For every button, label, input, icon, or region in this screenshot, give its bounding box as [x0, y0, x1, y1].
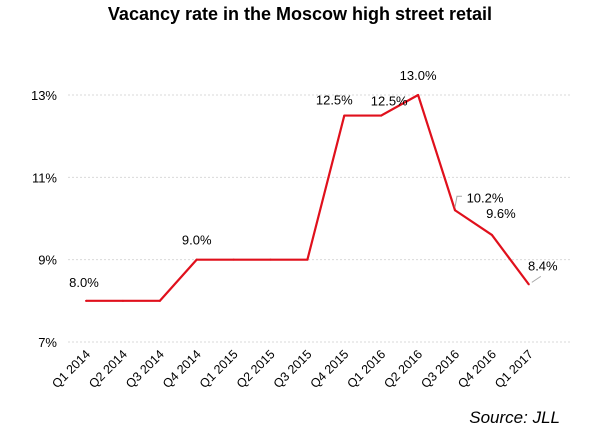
x-tick-label: Q3 2014: [123, 347, 167, 391]
data-point: [195, 258, 198, 261]
data-point: [527, 283, 530, 286]
x-tick-label: Q4 2015: [308, 347, 352, 391]
x-tick-label: Q1 2015: [197, 347, 241, 391]
x-tick-label: Q1 2014: [49, 347, 93, 391]
data-label: 12.5%: [371, 94, 408, 109]
data-label: 10.2%: [467, 190, 504, 205]
y-axis-tick-labels: 7% 9% 11% 13%: [31, 88, 57, 350]
data-point: [232, 258, 235, 261]
y-tick-label: 9%: [38, 253, 57, 268]
data-point: [158, 299, 161, 302]
data-point: [85, 299, 87, 302]
data-label: 9.0%: [182, 233, 212, 248]
data-label: 13.0%: [400, 68, 437, 83]
data-point: [306, 258, 309, 261]
data-label: 12.5%: [316, 93, 353, 108]
data-point: [490, 233, 493, 236]
data-label: 8.4%: [528, 258, 558, 273]
leader-line: [531, 275, 542, 283]
x-tick-label: Q4 2014: [160, 347, 204, 391]
x-tick-label: Q2 2015: [234, 347, 278, 391]
data-point: [417, 94, 420, 96]
vacancy-series: [85, 93, 530, 302]
series-line: [86, 93, 530, 302]
data-point: [269, 258, 272, 261]
x-tick-label: Q1 2017: [492, 347, 536, 391]
y-tick-label: 11%: [32, 170, 57, 185]
x-tick-label: Q3 2016: [418, 347, 462, 391]
data-point: [121, 299, 124, 302]
leader-line: [454, 195, 462, 208]
data-label: 9.6%: [486, 206, 516, 221]
data-point: [380, 114, 383, 117]
source-note: Source: JLL: [469, 408, 560, 427]
label-leader-lines: [454, 195, 542, 283]
y-tick-label: 13%: [31, 88, 57, 103]
data-label: 8.0%: [69, 275, 99, 290]
data-point: [454, 209, 456, 212]
x-tick-label: Q2 2016: [381, 347, 425, 391]
x-tick-label: Q4 2016: [455, 347, 499, 391]
y-tick-label: 7%: [38, 335, 57, 350]
data-point: [343, 114, 346, 117]
x-tick-label: Q2 2014: [86, 347, 130, 391]
x-tick-label: Q3 2015: [271, 347, 315, 391]
data-labels: 8.0% 9.0% 12.5% 12.5% 13.0% 10.2%9.6% 8.4%: [69, 68, 558, 290]
chart-title: Vacancy rate in the Moscow high street r…: [107, 4, 493, 24]
x-tick-label: Q1 2016: [345, 347, 389, 391]
